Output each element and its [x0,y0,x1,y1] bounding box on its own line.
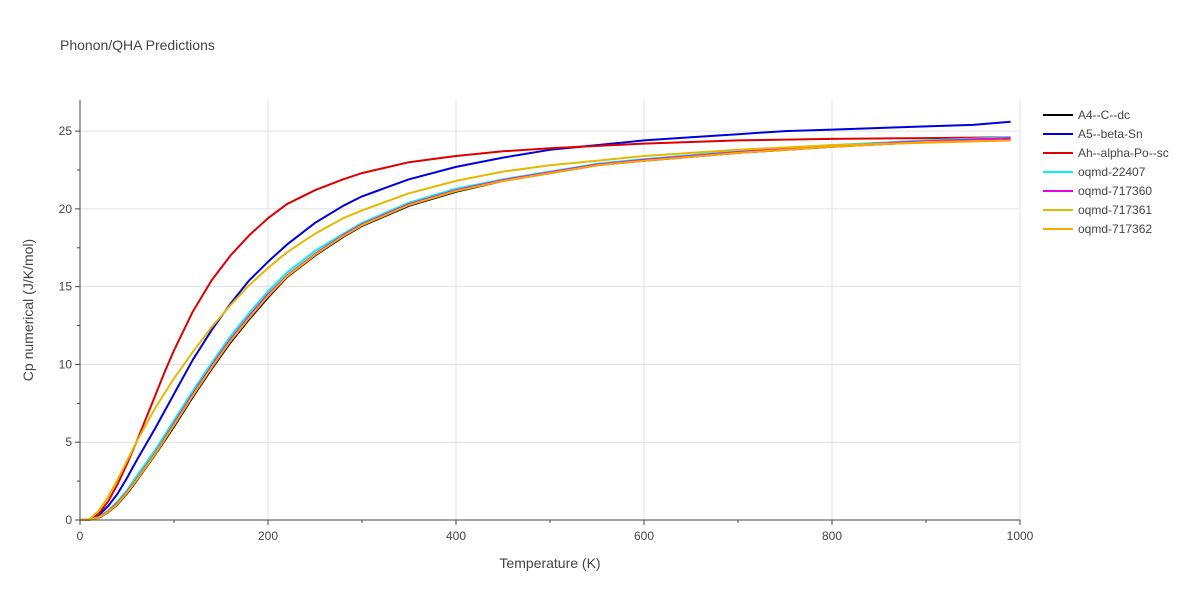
legend-label: A5--beta-Sn [1078,127,1143,141]
legend-item-oqmd-717361[interactable]: oqmd-717361 [1043,203,1152,217]
x-ticks: 0 200 400 600 800 1000 [77,520,1034,543]
chart-title: Phonon/QHA Predictions [60,37,215,53]
x-tick-label: 400 [446,529,466,543]
grid [80,100,1021,520]
y-tick-label: 0 [65,513,72,527]
y-ticks: 0 5 10 15 20 25 [59,124,80,527]
legend-item-oqmd-22407[interactable]: oqmd-22407 [1043,165,1146,179]
series-line-Ah--alpha-Po--sc [79,136,1011,521]
legend-item-Ah--alpha-Po--sc[interactable]: Ah--alpha-Po--sc [1043,146,1169,160]
x-tick-label: 0 [77,529,84,543]
legend[interactable]: A4--C--dc A5--beta-Sn Ah--alpha-Po--sc oqmd… [1043,108,1169,236]
legend-item-A5--beta-Sn[interactable]: A5--beta-Sn [1043,127,1143,141]
legend-label: oqmd-717362 [1078,222,1152,236]
y-tick-label: 20 [59,202,73,216]
legend-item-oqmd-717362[interactable]: oqmd-717362 [1043,222,1152,236]
x-tick-label: 600 [634,529,654,543]
series-line-oqmd-717360 [79,137,1011,521]
y-tick-label: 5 [65,435,72,449]
legend-label: oqmd-717360 [1078,184,1152,198]
legend-label: A4--C--dc [1078,108,1130,122]
x-axis-label: Temperature (K) [499,555,600,571]
x-tick-label: 800 [822,529,842,543]
axes [79,100,1020,521]
legend-item-oqmd-717360[interactable]: oqmd-717360 [1043,184,1152,198]
series-line-oqmd-717362 [79,139,1011,521]
x-tick-label: 1000 [1007,529,1034,543]
series-line-oqmd-22407 [79,136,1011,521]
legend-label: oqmd-717361 [1078,203,1152,217]
y-tick-label: 25 [59,124,73,138]
legend-label: oqmd-22407 [1078,165,1146,179]
y-tick-label: 10 [59,357,73,371]
x-tick-label: 200 [258,529,278,543]
legend-item-A4--C--dc[interactable]: A4--C--dc [1043,108,1130,122]
y-tick-label: 15 [59,280,73,294]
series-line-A4--C--dc [79,137,1011,521]
y-axis-label: Cp numerical (J/K/mol) [20,239,36,381]
legend-label: Ah--alpha-Po--sc [1078,146,1169,160]
series-line-oqmd-717361 [79,139,1011,521]
plot-area [79,120,1011,521]
series-line-A5--beta-Sn [79,120,1011,521]
